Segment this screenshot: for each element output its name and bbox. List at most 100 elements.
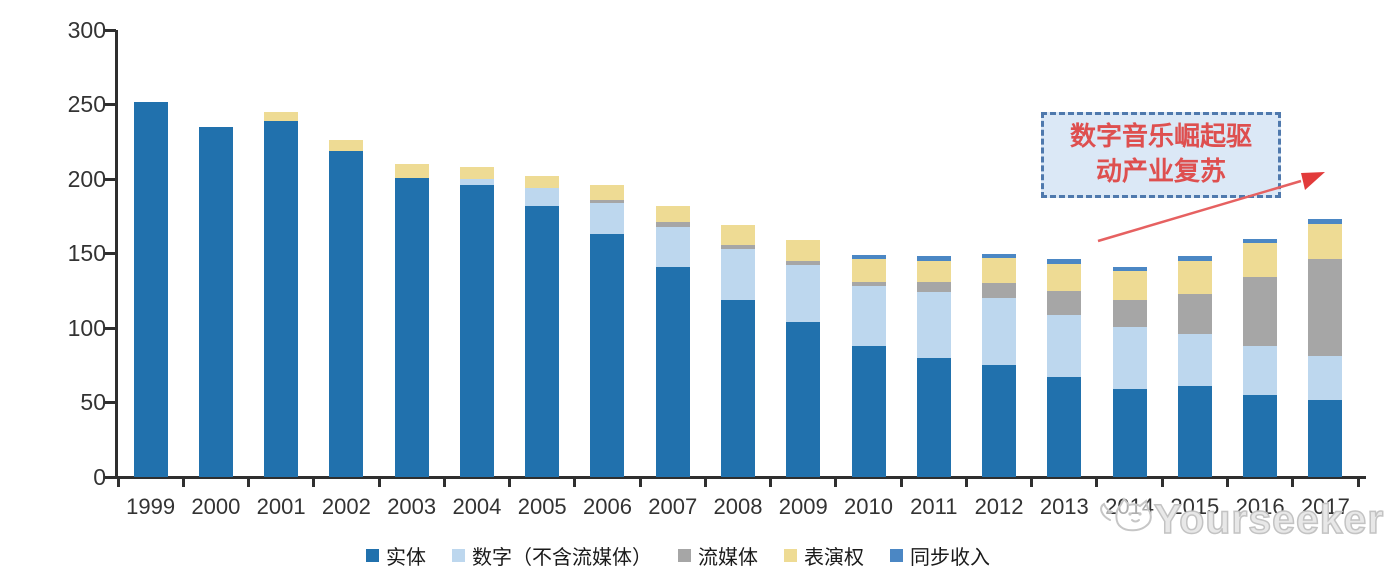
y-tick-mark (105, 103, 116, 106)
bar-segment-表演权 (1308, 223, 1343, 260)
bar-segment-数字（不含流媒体） (1047, 314, 1082, 378)
x-axis-label-2016: 2016 (1235, 494, 1285, 519)
legend-label: 实体 (386, 545, 426, 569)
x-tick-mark (312, 479, 316, 487)
x-tick-mark (769, 479, 773, 487)
x-axis-label-2012: 2012 (974, 494, 1024, 519)
y-tick-label: 50 (80, 389, 106, 415)
bar-segment-同步收入 (1308, 219, 1343, 224)
x-axis-label-2010: 2010 (844, 494, 893, 519)
bar-segment-实体 (721, 299, 755, 477)
x-tick-mark (638, 479, 642, 487)
legend-swatch-icon (890, 549, 903, 562)
x-tick-mark (899, 479, 903, 487)
annotation-callout: 数字音乐崛起驱 动产业复苏 (1041, 112, 1281, 198)
bar-segment-数字（不含流媒体） (525, 187, 560, 206)
bar-segment-数字（不含流媒体） (1243, 345, 1278, 396)
bar-2017 (1308, 30, 1343, 477)
y-tick-mark (105, 475, 116, 479)
legend: 实体 数字（不含流媒体） 流媒体 表演权 同步收入 (366, 541, 990, 570)
bar-segment-实体 (525, 205, 560, 477)
y-tick-label: 300 (67, 16, 106, 43)
bar-2011 (916, 30, 951, 477)
legend-swatch-icon (784, 549, 797, 562)
bar-2012 (982, 30, 1017, 477)
bar-2001 (264, 30, 299, 477)
legend-swatch-icon (452, 549, 465, 562)
x-tick-mark (508, 479, 512, 487)
bar-2000 (198, 30, 233, 477)
bar-segment-数字（不含流媒体） (1308, 356, 1343, 400)
x-tick-mark (1291, 479, 1295, 487)
bar-segment-流媒体 (916, 281, 951, 293)
bar-segment-表演权 (786, 240, 821, 261)
y-tick-mark (105, 326, 116, 330)
legend-label: 流媒体 (698, 545, 758, 569)
y-tick-mark (105, 177, 116, 181)
bar-segment-表演权 (916, 260, 951, 282)
bar-segment-数字（不含流媒体） (655, 226, 690, 267)
bar-segment-流媒体 (721, 244, 755, 250)
bar-segment-流媒体 (851, 281, 886, 287)
bar-segment-表演权 (721, 225, 755, 245)
legend-label: 表演权 (804, 545, 864, 569)
bar-2016 (1243, 30, 1278, 477)
bar-segment-流媒体 (982, 283, 1017, 299)
bar-segment-表演权 (655, 205, 690, 223)
x-tick-mark (1356, 479, 1360, 487)
bar-segment-数字（不含流媒体） (851, 286, 886, 346)
x-axis-label-2017: 2017 (1300, 494, 1350, 519)
bar-segment-表演权 (525, 176, 560, 188)
bar-segment-数字（不含流媒体） (982, 298, 1017, 366)
bar-1999 (133, 30, 168, 477)
bar-segment-同步收入 (1047, 259, 1082, 264)
bar-segment-同步收入 (916, 256, 951, 261)
bar-2007 (655, 30, 690, 477)
cat-doodle-icon (1100, 497, 1152, 532)
bar-segment-数字（不含流媒体） (916, 292, 951, 358)
bar-segment-数字（不含流媒体） (1112, 326, 1147, 390)
bar-segment-表演权 (264, 111, 299, 121)
x-axis-label-2011: 2011 (910, 494, 958, 519)
bar-segment-同步收入 (1177, 256, 1212, 261)
bar-segment-表演权 (1177, 260, 1212, 294)
x-axis-label-2000: 2000 (191, 494, 241, 519)
x-tick-mark (834, 479, 838, 487)
bar-segment-同步收入 (851, 254, 886, 260)
bar-segment-流媒体 (786, 260, 821, 266)
bar-segment-实体 (394, 177, 429, 477)
y-tick-label: 100 (67, 314, 106, 341)
legend-item-实体: 实体 (366, 541, 426, 570)
x-axis-label-2013: 2013 (1039, 494, 1089, 519)
bar-segment-实体 (851, 345, 886, 477)
x-axis-label-2001: 2001 (256, 494, 306, 519)
bar-segment-实体 (590, 234, 625, 477)
bar-segment-实体 (1047, 377, 1082, 477)
x-axis-label-2007: 2007 (648, 494, 698, 519)
bar-segment-表演权 (982, 257, 1017, 284)
bar-segment-流媒体 (1308, 259, 1343, 357)
bar-segment-实体 (133, 101, 168, 477)
watermark: Yourseeker (1096, 495, 1385, 548)
x-tick-mark (1030, 479, 1034, 487)
bar-segment-实体 (786, 322, 821, 477)
bar-2015 (1177, 30, 1212, 477)
legend-item-流媒体: 流媒体 (678, 541, 758, 570)
bar-segment-实体 (1112, 389, 1147, 477)
legend-item-数字（不含流媒体）: 数字（不含流媒体） (452, 541, 652, 570)
bar-segment-实体 (982, 365, 1017, 477)
bar-segment-实体 (916, 357, 951, 477)
bar-segment-流媒体 (1177, 293, 1212, 334)
bar-2003 (394, 30, 429, 477)
y-tick-label: 200 (67, 165, 106, 192)
x-tick-mark (181, 479, 185, 487)
x-axis-label-2015: 2015 (1170, 494, 1220, 519)
bar-segment-实体 (1243, 395, 1278, 477)
y-tick-label: 0 (93, 463, 106, 490)
x-axis-label-2009: 2009 (778, 494, 828, 519)
bar-2002 (329, 30, 364, 477)
legend-item-同步收入: 同步收入 (890, 541, 990, 570)
watermark-text: Yourseeker (1153, 495, 1385, 543)
y-tick-mark (105, 252, 116, 255)
